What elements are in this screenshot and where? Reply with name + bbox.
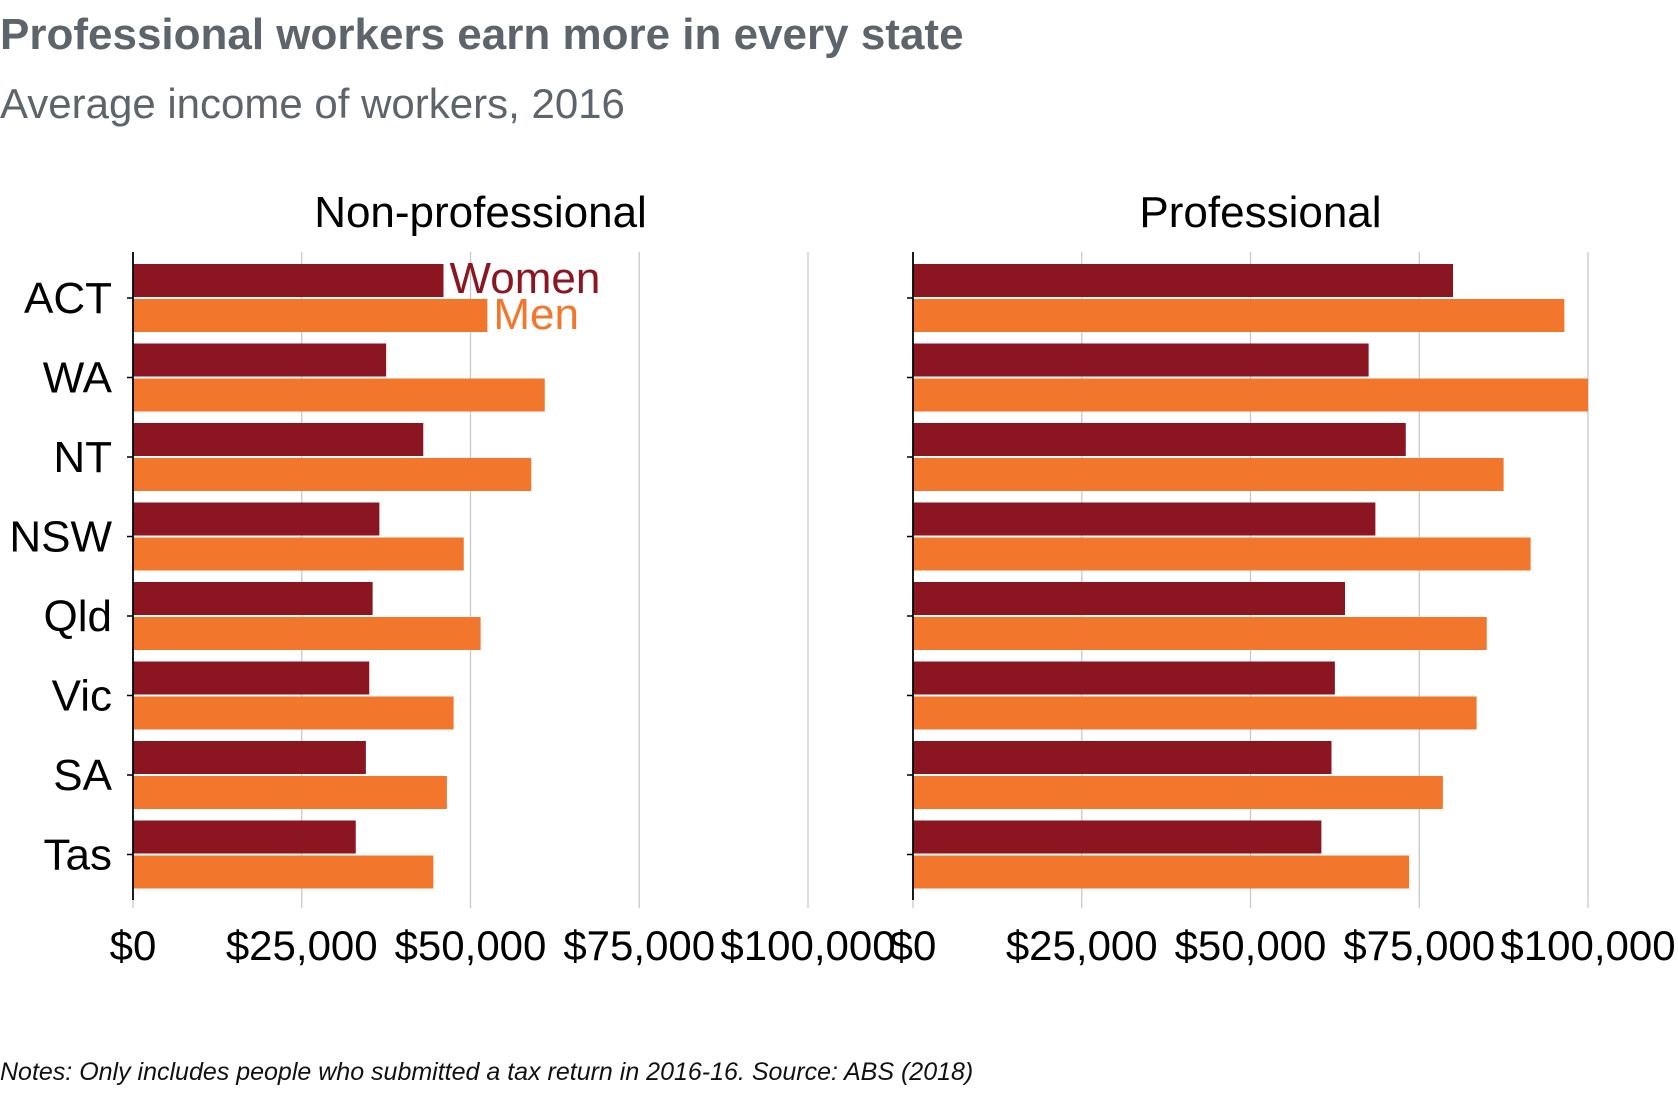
legend-men-label: Men (493, 290, 579, 339)
x-tick-label-1-1: $25,000 (226, 922, 378, 969)
bar-men-vic-2 (913, 696, 1477, 730)
bar-men-sa-2 (913, 776, 1443, 809)
y-tick-label-qld: Qld (44, 592, 112, 641)
bar-men-nsw-1 (133, 537, 464, 571)
y-tick-label-vic: Vic (52, 672, 112, 721)
x-tick-label-1-3: $75,000 (563, 922, 715, 969)
x-tick-label-1-0: $0 (110, 922, 157, 969)
x-tick-label-2-1: $25,000 (1006, 922, 1158, 969)
bar-men-tas-2 (913, 855, 1410, 889)
bar-women-nsw-2 (913, 502, 1376, 536)
panel-title-2: Professional (1139, 188, 1381, 237)
bar-men-nt-1 (133, 458, 532, 491)
bar-women-act-2 (913, 264, 1453, 297)
bar-women-vic-1 (133, 661, 370, 695)
source-note: Notes: Only includes people who submitte… (0, 1058, 974, 1086)
bar-men-vic-1 (133, 696, 454, 730)
x-tick-label-1-4: $100,000 (720, 922, 895, 969)
x-tick-label-1-2: $50,000 (395, 922, 547, 969)
bar-men-act-1 (133, 299, 488, 332)
bar-men-qld-2 (913, 617, 1487, 650)
chart-subtitle: Average income of workers, 2016 (0, 80, 625, 127)
bar-men-wa-2 (913, 378, 1588, 412)
bar-men-tas-1 (133, 855, 434, 889)
bar-women-tas-2 (913, 820, 1322, 854)
x-tick-label-2-4: $100,000 (1500, 922, 1675, 969)
bar-women-wa-1 (133, 343, 387, 377)
bar-women-sa-2 (913, 741, 1332, 774)
bar-women-qld-2 (913, 582, 1345, 615)
x-tick-label-2-2: $50,000 (1175, 922, 1327, 969)
y-tick-label-nt: NT (53, 433, 112, 482)
bar-women-qld-1 (133, 582, 373, 615)
y-tick-label-nsw: NSW (9, 513, 112, 562)
bar-women-tas-1 (133, 820, 356, 854)
legend-women-label: Women (450, 254, 601, 303)
y-tick-label-wa: WA (43, 354, 113, 403)
chart-title: Professional workers earn more in every … (0, 10, 964, 59)
bar-women-vic-2 (913, 661, 1335, 695)
bar-women-nsw-1 (133, 502, 380, 536)
bar-men-sa-1 (133, 776, 447, 809)
y-tick-label-act: ACT (24, 274, 112, 323)
bar-women-nt-2 (913, 423, 1406, 456)
x-tick-label-2-3: $75,000 (1343, 922, 1495, 969)
y-tick-label-sa: SA (53, 751, 112, 800)
y-tick-label-tas: Tas (44, 831, 112, 880)
bar-women-act-1 (133, 264, 444, 297)
bar-men-nsw-2 (913, 537, 1531, 571)
bar-women-sa-1 (133, 741, 366, 774)
panel-title-1: Non-professional (314, 188, 647, 237)
bar-women-wa-2 (913, 343, 1369, 377)
x-tick-label-2-0: $0 (890, 922, 937, 969)
bar-men-act-2 (913, 299, 1565, 332)
bar-men-qld-1 (133, 617, 481, 650)
bar-women-nt-1 (133, 423, 424, 456)
bar-men-wa-1 (133, 378, 545, 412)
bar-men-nt-2 (913, 458, 1504, 491)
